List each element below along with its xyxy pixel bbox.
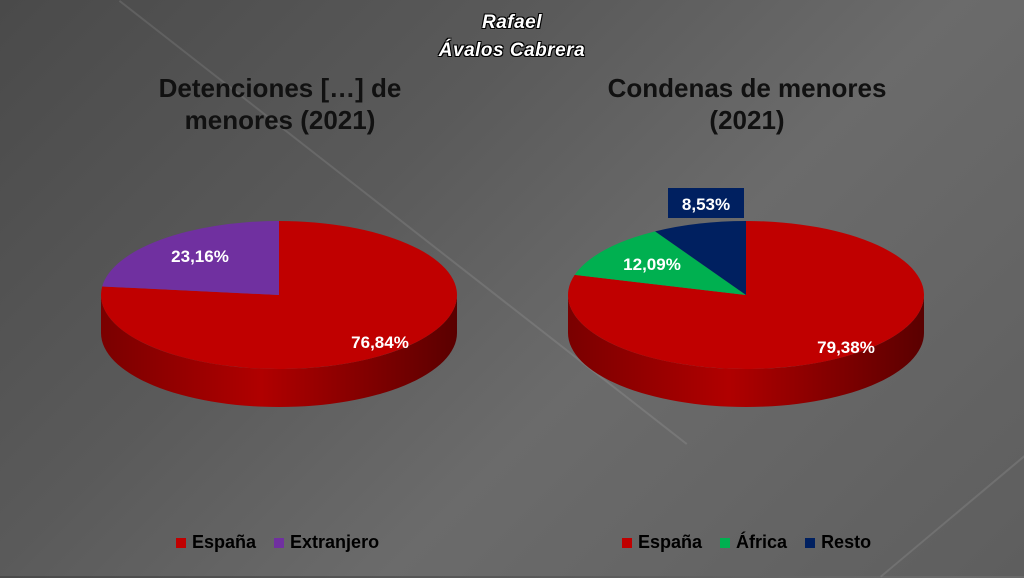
legend-swatch-espana: [176, 537, 186, 548]
legend-label-extranjero: Extranjero: [290, 532, 380, 552]
legend-swatch-resto: [805, 537, 816, 548]
legend-label-resto: Resto: [821, 532, 872, 552]
data-label-box-resto: [668, 188, 744, 218]
legend-item-extranjero: Extranjero: [274, 532, 379, 553]
data-label-áfrica: 12,09%: [623, 255, 681, 274]
chart1-title-line2: menores (2021): [184, 105, 376, 135]
legend-label-africa: África: [736, 532, 788, 552]
chart2-title: Condenas de menores (2021): [537, 72, 957, 136]
pie-slice-áfrica: [574, 231, 746, 295]
author-last-name: Ávalos Cabrera: [438, 40, 586, 61]
legend-item-espana: España: [176, 532, 256, 553]
chart2-title-line1: Condenas de menores: [607, 73, 887, 103]
legend-item-espana: España: [622, 532, 702, 553]
legend-swatch-espana: [622, 537, 632, 548]
legend-label-espana: España: [192, 532, 257, 552]
chart2-title-line2: (2021): [709, 105, 785, 135]
chart2-legend: España África Resto: [622, 532, 871, 553]
author-first-name: Rafael: [481, 12, 543, 33]
data-label-extranjero: 23,16%: [171, 247, 229, 266]
data-label-resto: 8,53%: [682, 195, 730, 214]
pie-side-españa: [101, 295, 457, 407]
chart1-legend: España Extranjero: [176, 532, 379, 553]
pie-side-españa: [568, 295, 924, 407]
legend-item-resto: Resto: [805, 532, 871, 553]
legend-label-espana: España: [638, 532, 703, 552]
data-label-españa: 79,38%: [817, 338, 875, 357]
chart1-title-line1: Detenciones […] de: [158, 73, 402, 103]
legend-item-africa: África: [720, 532, 787, 553]
pie-slice-extranjero: [102, 221, 279, 295]
data-label-españa: 76,84%: [351, 333, 409, 352]
chart1-title: Detenciones […] de menores (2021): [70, 72, 490, 136]
legend-swatch-extranjero: [274, 537, 285, 548]
legend-swatch-africa: [720, 537, 731, 548]
pie-chart-2: 79,38% 12,09% 8,53%: [568, 188, 924, 407]
pie-slice-resto: [655, 221, 746, 295]
pie-chart-1: 76,84% 23,16%: [100, 221, 457, 407]
